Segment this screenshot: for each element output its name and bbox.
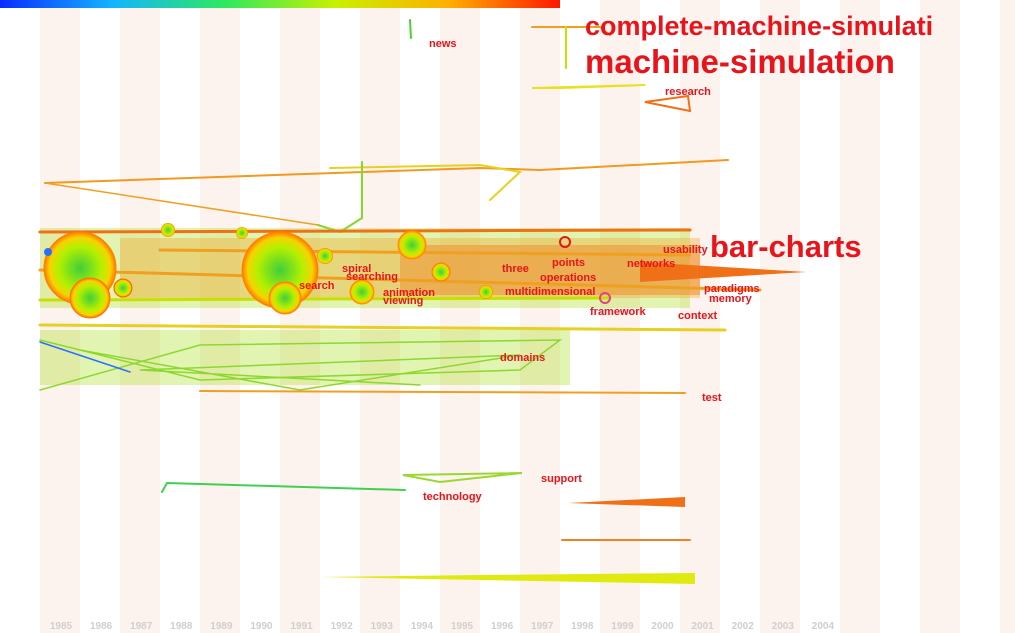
year-label: 2003	[772, 621, 795, 632]
keyword: news	[429, 38, 457, 50]
year-label: 2004	[812, 621, 835, 632]
keyword: framework	[590, 306, 647, 318]
keyword: bar-charts	[710, 229, 862, 264]
stripe	[1000, 0, 1015, 633]
year-label: 1992	[331, 621, 354, 632]
keyword: operations	[540, 272, 596, 284]
year-stripes	[40, 0, 1015, 633]
year-label: 1994	[411, 621, 434, 632]
keyword: search	[299, 280, 335, 292]
year-label: 1996	[491, 621, 514, 632]
keyword: three	[502, 263, 529, 275]
year-label: 1999	[611, 621, 634, 632]
stripe	[680, 0, 720, 633]
year-label: 1989	[210, 621, 233, 632]
nodes	[43, 223, 611, 319]
keyword-labels: complete-machine-simulati machine-simula…	[299, 11, 933, 503]
year-label: 1993	[371, 621, 394, 632]
year-label: 2000	[651, 621, 674, 632]
keyword: test	[702, 392, 722, 404]
keyword: machine-simulation	[585, 43, 895, 80]
keyword: usability	[663, 244, 709, 256]
year-label: 1995	[451, 621, 474, 632]
stripe	[600, 0, 640, 633]
year-label: 1985	[50, 621, 73, 632]
keyword: technology	[423, 491, 483, 503]
keyword: complete-machine-simulati	[585, 11, 933, 41]
keyword: memory	[709, 293, 753, 305]
keyword: animation	[383, 287, 435, 299]
year-label: 1988	[170, 621, 193, 632]
keyword: context	[678, 310, 717, 322]
year-label: 2002	[732, 621, 755, 632]
keyword: searching	[346, 271, 398, 283]
stripe	[520, 0, 560, 633]
year-axis: 1985 1986 1987 1988 1989 1990 1991 1992 1993 1994…	[50, 621, 835, 632]
year-label: 1997	[531, 621, 554, 632]
keyword: multidimensional	[505, 286, 595, 298]
stripe	[280, 0, 320, 633]
year-label: 2001	[691, 621, 714, 632]
stripe	[200, 0, 240, 633]
stripe	[40, 0, 80, 633]
keyword: spiral	[342, 263, 371, 275]
keyword: paradigms	[704, 283, 760, 295]
color-legend-bar	[0, 0, 560, 8]
keyword: viewing	[383, 295, 423, 307]
year-label: 1991	[290, 621, 313, 632]
links	[38, 19, 806, 584]
year-label: 1987	[130, 621, 153, 632]
year-label: 1990	[250, 621, 273, 632]
stripe	[840, 0, 880, 633]
keyword: networks	[627, 258, 675, 270]
year-label: 1986	[90, 621, 113, 632]
stripe	[440, 0, 480, 633]
year-label: 1998	[571, 621, 594, 632]
keyword: research	[665, 86, 711, 98]
keyword: points	[552, 257, 585, 269]
stripe	[920, 0, 960, 633]
stripe	[120, 0, 160, 633]
keyword: domains	[500, 352, 545, 364]
stripe	[360, 0, 400, 633]
stripe	[760, 0, 800, 633]
keyword: support	[541, 473, 582, 485]
